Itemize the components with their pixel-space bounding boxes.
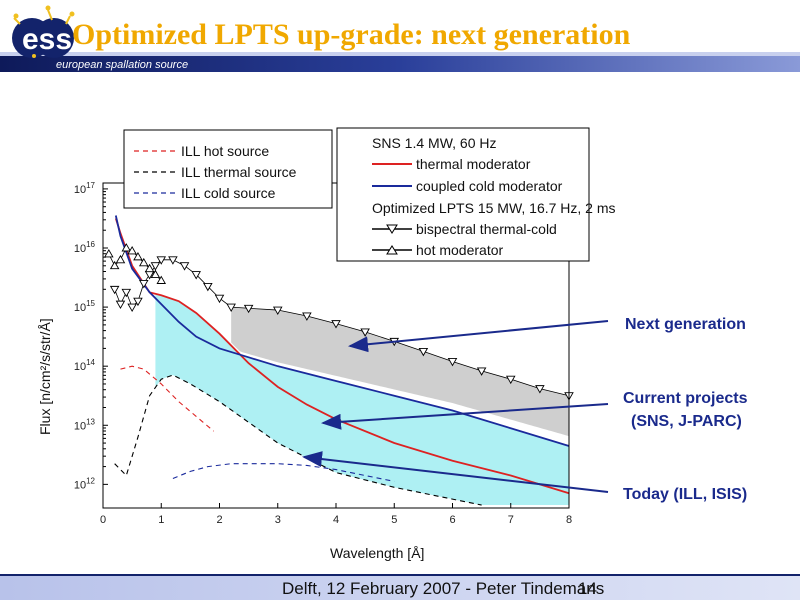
- y-tick-label: 1013: [74, 417, 96, 432]
- series-point-bispectral-thermal-cold: [272, 306, 283, 315]
- series-point-bispectral-thermal-cold: [121, 288, 132, 298]
- series-point-bispectral-thermal-cold: [168, 256, 178, 265]
- series-point-bispectral-thermal-cold: [191, 271, 201, 280]
- org-name: european spallation source: [56, 59, 188, 71]
- annotation-today: Today (ILL, ISIS): [623, 486, 747, 503]
- series-point-hot-moderator: [156, 275, 167, 284]
- annotation-current-projects: Current projects: [623, 390, 748, 407]
- series-point-hot-moderator: [121, 243, 132, 252]
- series-point-bispectral-thermal-cold: [150, 262, 161, 271]
- logo-text: ess: [22, 23, 72, 56]
- slide-footer: Delft, 12 February 2007 - Peter Tindeman…: [0, 574, 800, 600]
- annotation-layer: [302, 320, 609, 493]
- series-point-bispectral-thermal-cold: [214, 294, 225, 304]
- x-tick-label: 5: [391, 514, 397, 526]
- series-point-bispectral-thermal-cold: [179, 262, 190, 271]
- x-axis-label: Wavelength [Å]: [330, 545, 424, 561]
- series-point-hot-moderator: [115, 254, 126, 264]
- legend-thermal: thermal moderator: [416, 156, 531, 172]
- legend-ill: ILL hot source ILL thermal source ILL co…: [123, 129, 333, 209]
- arrow-next-generation: [348, 320, 609, 353]
- legend-sns-header: SNS 1.4 MW, 60 Hz: [372, 135, 496, 151]
- band-next-generation: [231, 307, 569, 437]
- series-layer: [104, 215, 574, 506]
- series-point-hot-moderator: [133, 251, 143, 261]
- slide-number: 14: [578, 579, 597, 598]
- x-tick-label: 7: [508, 514, 514, 526]
- x-tick-label: 2: [216, 514, 222, 526]
- legend-sns: SNS 1.4 MW, 60 Hz thermal moderator coup…: [336, 127, 616, 262]
- footer-text: Delft, 12 February 2007 - Peter Tindeman…: [282, 579, 605, 598]
- slide-header: ess european spallation source Optimized…: [0, 0, 800, 72]
- annotation-current-projects-sub: (SNS, J-PARC): [631, 413, 742, 430]
- arrow-today: [302, 451, 609, 493]
- series-point-bispectral-thermal-cold: [109, 285, 120, 295]
- series-point-bispectral-thermal-cold: [138, 280, 149, 289]
- series-point-bispectral-thermal-cold: [476, 367, 487, 376]
- x-tick-label: 0: [100, 514, 106, 526]
- header-graphic: ess european spallation source Optimized…: [0, 0, 800, 72]
- series-point-bispectral-thermal-cold: [133, 297, 143, 307]
- legend-ill-hot: ILL hot source: [181, 143, 269, 159]
- series-point-bispectral-thermal-cold: [331, 320, 341, 329]
- x-tick-label: 6: [449, 514, 455, 526]
- series-point-hot-moderator: [138, 257, 149, 267]
- legend-cold: coupled cold moderator: [416, 178, 563, 194]
- series-point-hot-moderator: [104, 249, 114, 258]
- footer-band: [0, 574, 800, 600]
- legend-ill-cold: ILL cold source: [181, 185, 276, 201]
- series-point-bispectral-thermal-cold: [115, 300, 126, 310]
- series-coupled-cold-moderator: [114, 215, 570, 447]
- x-tick-label: 3: [275, 514, 281, 526]
- y-tick-label: 1012: [74, 476, 96, 491]
- series-point-bispectral-thermal-cold: [243, 304, 254, 314]
- y-tick-label: 1015: [74, 299, 96, 314]
- series-point-bispectral-thermal-cold: [127, 303, 137, 312]
- y-tick-label: 1016: [74, 240, 96, 255]
- x-tick-label: 1: [158, 514, 164, 526]
- legend-swatch-hot: [372, 245, 412, 255]
- legend-hot: hot moderator: [416, 242, 503, 258]
- legend-bispectral: bispectral thermal-cold: [416, 221, 557, 237]
- series-point-hot-moderator: [109, 260, 120, 270]
- band-current-projects: [155, 293, 570, 506]
- series-point-hot-moderator: [127, 246, 137, 255]
- series-point-bispectral-thermal-cold: [418, 347, 429, 357]
- y-tick-label: 1017: [74, 181, 96, 196]
- comparison-bands: [155, 293, 570, 506]
- legend-ill-thermal: ILL thermal source: [181, 164, 297, 180]
- x-tick-label: 4: [333, 514, 339, 526]
- legend-swatch-bispectral: [372, 224, 412, 234]
- series-point-bispectral-thermal-cold: [535, 385, 545, 394]
- series-ill-hot-source: [120, 365, 215, 432]
- series-point-bispectral-thermal-cold: [203, 282, 213, 292]
- series-point-bispectral-thermal-cold: [505, 375, 516, 385]
- legend-lpts-header: Optimized LPTS 15 MW, 16.7 Hz, 2 ms: [372, 200, 616, 216]
- series-point-bispectral-thermal-cold: [447, 358, 458, 367]
- annotation-next-generation: Next generation: [625, 316, 746, 333]
- series-point-hot-moderator: [150, 269, 161, 279]
- arrow-current-projects: [321, 403, 609, 430]
- series-point-hot-moderator: [144, 263, 155, 273]
- series-ill-thermal-source: [114, 374, 482, 506]
- y-axis-label: Flux [n/cm²/s/str/Å]: [37, 318, 53, 435]
- header-band: [0, 56, 800, 72]
- ess-logo: [12, 5, 75, 58]
- series-point-bispectral-thermal-cold: [302, 312, 312, 321]
- series-point-bispectral-thermal-cold: [156, 256, 167, 265]
- slide-title: Optimized LPTS up-grade: next generation: [72, 18, 631, 51]
- series-point-bispectral-thermal-cold: [226, 303, 236, 312]
- series-point-bispectral-thermal-cold: [360, 328, 370, 337]
- y-tick-label: 1014: [74, 358, 96, 373]
- x-tick-label: 8: [566, 514, 572, 526]
